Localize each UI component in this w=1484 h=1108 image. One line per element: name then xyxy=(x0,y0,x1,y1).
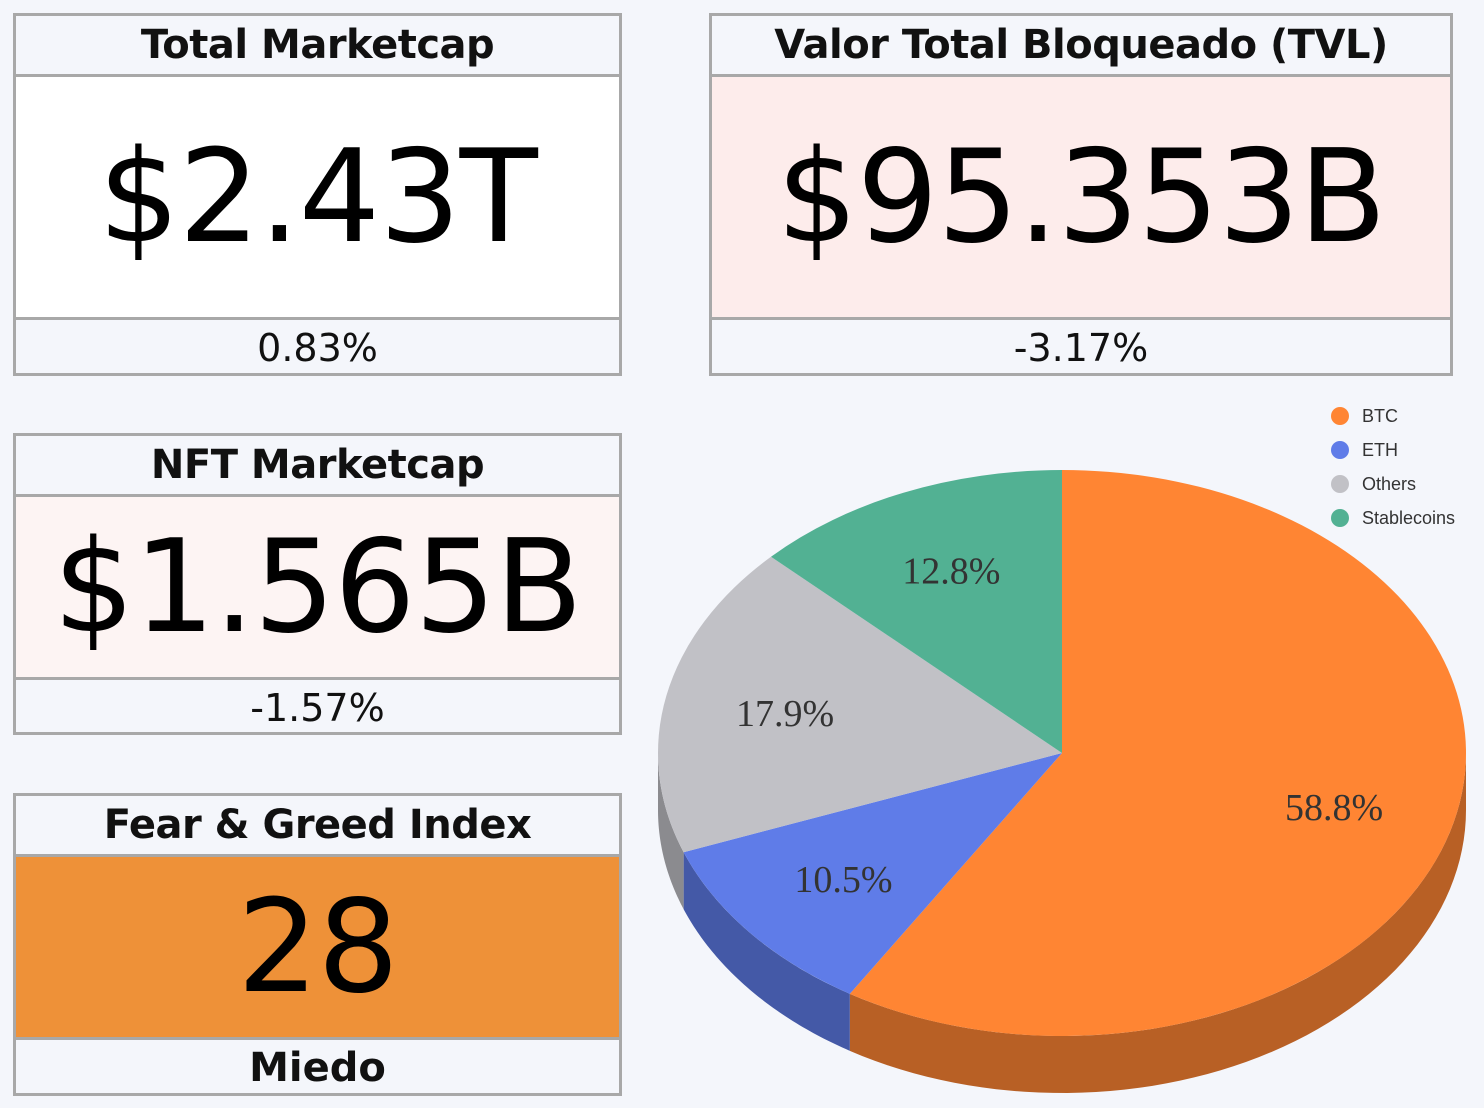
pie-side-btc xyxy=(849,753,1466,1093)
pie-legend: BTC ETH Others Stablecoins xyxy=(1331,406,1455,528)
legend-label-btc: BTC xyxy=(1362,406,1398,426)
pie-label-eth: 10.5% xyxy=(794,859,892,901)
total-marketcap-card: Total Marketcap $2.43T 0.83% xyxy=(13,13,622,376)
pie-slice-others[interactable] xyxy=(658,556,1062,853)
tvl-card: Valor Total Bloqueado (TVL) $95.353B -3.… xyxy=(709,13,1453,376)
pie-slice-stablecoins[interactable] xyxy=(771,470,1062,753)
legend-label-others: Others xyxy=(1362,474,1416,494)
pie-side-walls xyxy=(658,753,1466,1093)
legend-label-eth: ETH xyxy=(1362,440,1398,460)
pie-label-stablecoins: 12.8% xyxy=(902,551,1000,593)
pie-label-btc: 58.8% xyxy=(1285,787,1383,829)
total-marketcap-change: 0.83% xyxy=(257,326,378,370)
legend-item-others[interactable]: Others xyxy=(1331,474,1416,494)
legend-swatch-eth xyxy=(1331,441,1349,459)
legend-item-eth[interactable]: ETH xyxy=(1331,440,1398,460)
tvl-change: -3.17% xyxy=(1013,326,1149,370)
pie-slices xyxy=(658,470,1467,1036)
pie-side-others xyxy=(658,753,684,910)
market-dominance-pie-chart: 58.8% 10.5% 17.9% 12.8% BTC ETH Others Stableco… xyxy=(658,406,1467,1093)
pie-labels: 58.8% 10.5% 17.9% 12.8% xyxy=(736,551,1383,901)
legend-swatch-stablecoins xyxy=(1331,509,1349,527)
total-marketcap-value: $2.43T xyxy=(16,77,619,320)
pie-slice-btc[interactable] xyxy=(849,470,1467,1036)
pie-slice-eth[interactable] xyxy=(683,753,1062,994)
tvl-title: Valor Total Bloqueado (TVL) xyxy=(712,16,1450,77)
legend-swatch-others xyxy=(1331,475,1349,493)
fear-greed-label: Miedo xyxy=(249,1045,386,1091)
pie-label-others: 17.9% xyxy=(736,693,834,735)
nft-marketcap-value: $1.565B xyxy=(16,497,619,680)
nft-marketcap-card: NFT Marketcap $1.565B -1.57% xyxy=(13,433,622,735)
legend-item-btc[interactable]: BTC xyxy=(1331,406,1398,426)
fear-greed-value: 28 xyxy=(16,857,619,1040)
legend-swatch-btc xyxy=(1331,407,1349,425)
fear-greed-card: Fear & Greed Index 28 Miedo xyxy=(13,793,622,1096)
legend-item-stablecoins[interactable]: Stablecoins xyxy=(1331,508,1455,528)
total-marketcap-title: Total Marketcap xyxy=(16,16,619,77)
pie-side-eth xyxy=(683,852,850,1051)
nft-marketcap-title: NFT Marketcap xyxy=(16,436,619,497)
nft-marketcap-change: -1.57% xyxy=(250,685,385,730)
legend-label-stablecoins: Stablecoins xyxy=(1362,508,1455,528)
tvl-value: $95.353B xyxy=(712,77,1450,320)
fear-greed-title: Fear & Greed Index xyxy=(16,796,619,857)
